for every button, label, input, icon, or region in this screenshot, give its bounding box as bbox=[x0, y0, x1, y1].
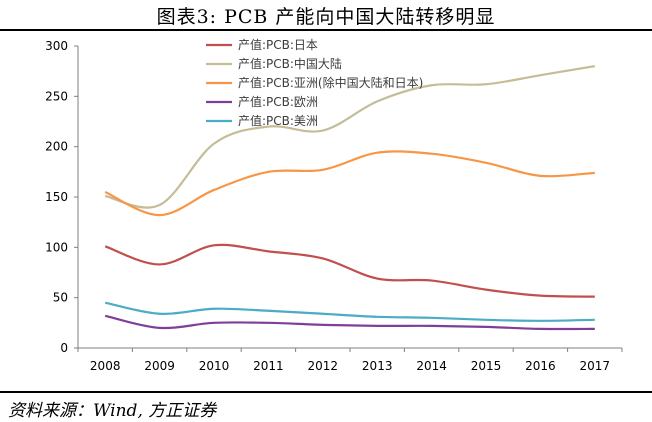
title-divider bbox=[0, 29, 652, 31]
x-tick-label: 2010 bbox=[199, 359, 230, 373]
chart-axes: 0 50 100 150 200 250 300 2008 2009 2010 2011 2012 20… bbox=[45, 39, 623, 373]
series-line-4 bbox=[104, 301, 595, 322]
y-tick-label: 100 bbox=[45, 240, 68, 254]
x-tick-label: 2016 bbox=[525, 359, 556, 373]
series-line-1 bbox=[104, 65, 595, 209]
x-tick-label: 2011 bbox=[253, 359, 284, 373]
y-tick-label: 300 bbox=[45, 39, 68, 53]
x-tick-label: 2017 bbox=[580, 359, 611, 373]
x-tick-label: 2015 bbox=[471, 359, 502, 373]
figure-title: 图表3: PCB 产能向中国大陆转移明显 bbox=[156, 6, 496, 28]
y-tick-label: 200 bbox=[45, 140, 68, 154]
chart-series-lines bbox=[104, 65, 595, 331]
legend-label-0: 产值:PCB:日本 bbox=[238, 37, 318, 52]
x-tick-label: 2013 bbox=[362, 359, 393, 373]
y-tick-label: 50 bbox=[53, 291, 68, 305]
y-tick-label: 250 bbox=[45, 89, 68, 103]
series-line-3 bbox=[104, 314, 595, 331]
y-tick-label: 0 bbox=[60, 341, 68, 355]
legend-label-4: 产值:PCB:美洲 bbox=[238, 113, 318, 128]
source-note: 资料来源：Wind, 方正证券 bbox=[8, 401, 217, 421]
x-tick-label: 2014 bbox=[416, 359, 447, 373]
y-tick-label: 150 bbox=[45, 190, 68, 204]
legend-label-3: 产值:PCB:欧洲 bbox=[238, 94, 318, 109]
line-chart: 0 50 100 150 200 250 300 2008 2009 2010 2011 2012 20… bbox=[45, 37, 623, 373]
series-line-0 bbox=[104, 243, 595, 298]
x-tick-label: 2012 bbox=[308, 359, 339, 373]
x-tick-label: 2008 bbox=[90, 359, 121, 373]
legend-label-2: 产值:PCB:亚洲(除中国大陆和日本) bbox=[238, 75, 423, 90]
x-tick-label: 2009 bbox=[144, 359, 175, 373]
legend-label-1: 产值:PCB:中国大陆 bbox=[238, 56, 342, 71]
source-divider bbox=[0, 391, 652, 393]
series-line-2 bbox=[104, 150, 595, 217]
